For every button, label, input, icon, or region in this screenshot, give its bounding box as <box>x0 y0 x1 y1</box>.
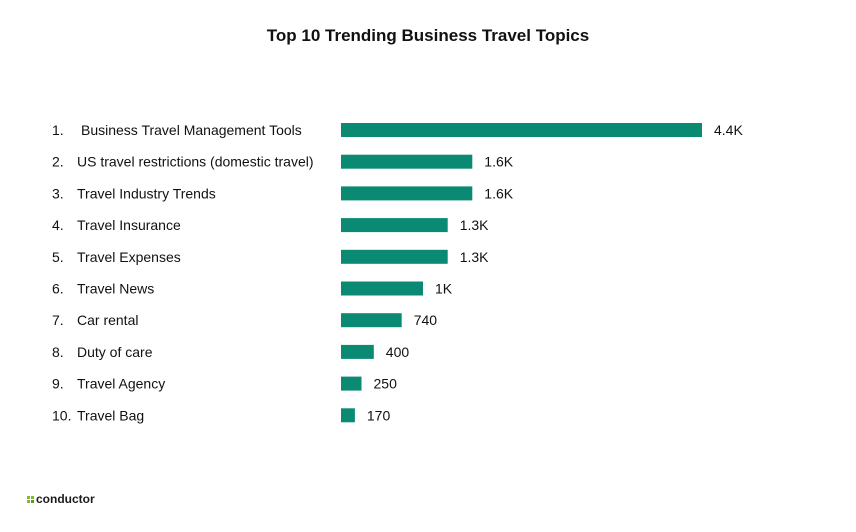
category-label: Car rental <box>77 312 138 328</box>
bar <box>341 313 402 328</box>
rank-label: 3. <box>52 185 64 201</box>
value-label: 170 <box>367 407 391 423</box>
bar-row: 7. Car rental 740 <box>52 312 437 328</box>
bar <box>341 344 374 359</box>
bar-row: 8. Duty of care 400 <box>52 344 409 360</box>
value-label: 740 <box>414 312 438 328</box>
rank-label: 9. <box>52 376 64 392</box>
bar-row: 5. Travel Expenses 1.3K <box>52 249 489 265</box>
chart-title: Top 10 Trending Business Travel Topics <box>267 26 589 45</box>
value-label: 250 <box>374 376 398 392</box>
value-label: 1.3K <box>460 217 489 233</box>
bar-row: 9. Travel Agency 250 <box>52 376 397 392</box>
rank-label: 5. <box>52 249 64 265</box>
category-label: Business Travel Management Tools <box>81 122 302 138</box>
value-label: 400 <box>386 344 410 360</box>
category-label: Travel News <box>77 281 154 297</box>
value-label: 4.4K <box>714 122 743 138</box>
category-label: Travel Industry Trends <box>77 185 216 201</box>
value-label: 1K <box>435 281 453 297</box>
bar-row: 2. US travel restrictions (domestic trave… <box>52 154 514 170</box>
bar <box>341 249 448 264</box>
rank-label: 10. <box>52 407 71 423</box>
bar <box>341 281 423 296</box>
value-label: 1.3K <box>460 249 489 265</box>
bar <box>341 123 702 137</box>
rank-label: 2. <box>52 154 64 170</box>
bar-row: 3. Travel Industry Trends 1.6K <box>52 185 514 201</box>
rank-label: 6. <box>52 281 64 297</box>
bar <box>341 218 448 233</box>
rank-label: 1. <box>52 122 64 138</box>
category-label: Travel Expenses <box>77 249 181 265</box>
value-label: 1.6K <box>484 154 513 170</box>
category-label: Travel Bag <box>77 407 144 423</box>
bar <box>341 376 362 391</box>
category-label: Duty of care <box>77 344 153 360</box>
brand-wordmark: conductor <box>36 492 95 506</box>
bar-row: 6. Travel News 1K <box>52 281 453 297</box>
bar <box>341 186 473 201</box>
bar <box>341 408 355 423</box>
bar <box>341 154 473 169</box>
rank-label: 7. <box>52 312 64 328</box>
conductor-logo-icon <box>27 496 34 503</box>
rank-label: 4. <box>52 217 64 233</box>
bar-row: 10. Travel Bag 170 <box>52 407 390 423</box>
bar-row: 4. Travel Insurance 1.3K <box>52 217 489 233</box>
value-label: 1.6K <box>484 185 513 201</box>
bar-row: 1. Business Travel Management Tools 4.4K <box>52 122 743 138</box>
bars-layer: 1. Business Travel Management Tools 4.4K 2.… <box>52 122 743 423</box>
category-label: Travel Agency <box>77 376 165 392</box>
category-label: Travel Insurance <box>77 217 181 233</box>
rank-label: 8. <box>52 344 64 360</box>
conductor-logo: conductor <box>27 492 95 506</box>
category-label: US travel restrictions (domestic travel) <box>77 154 314 170</box>
